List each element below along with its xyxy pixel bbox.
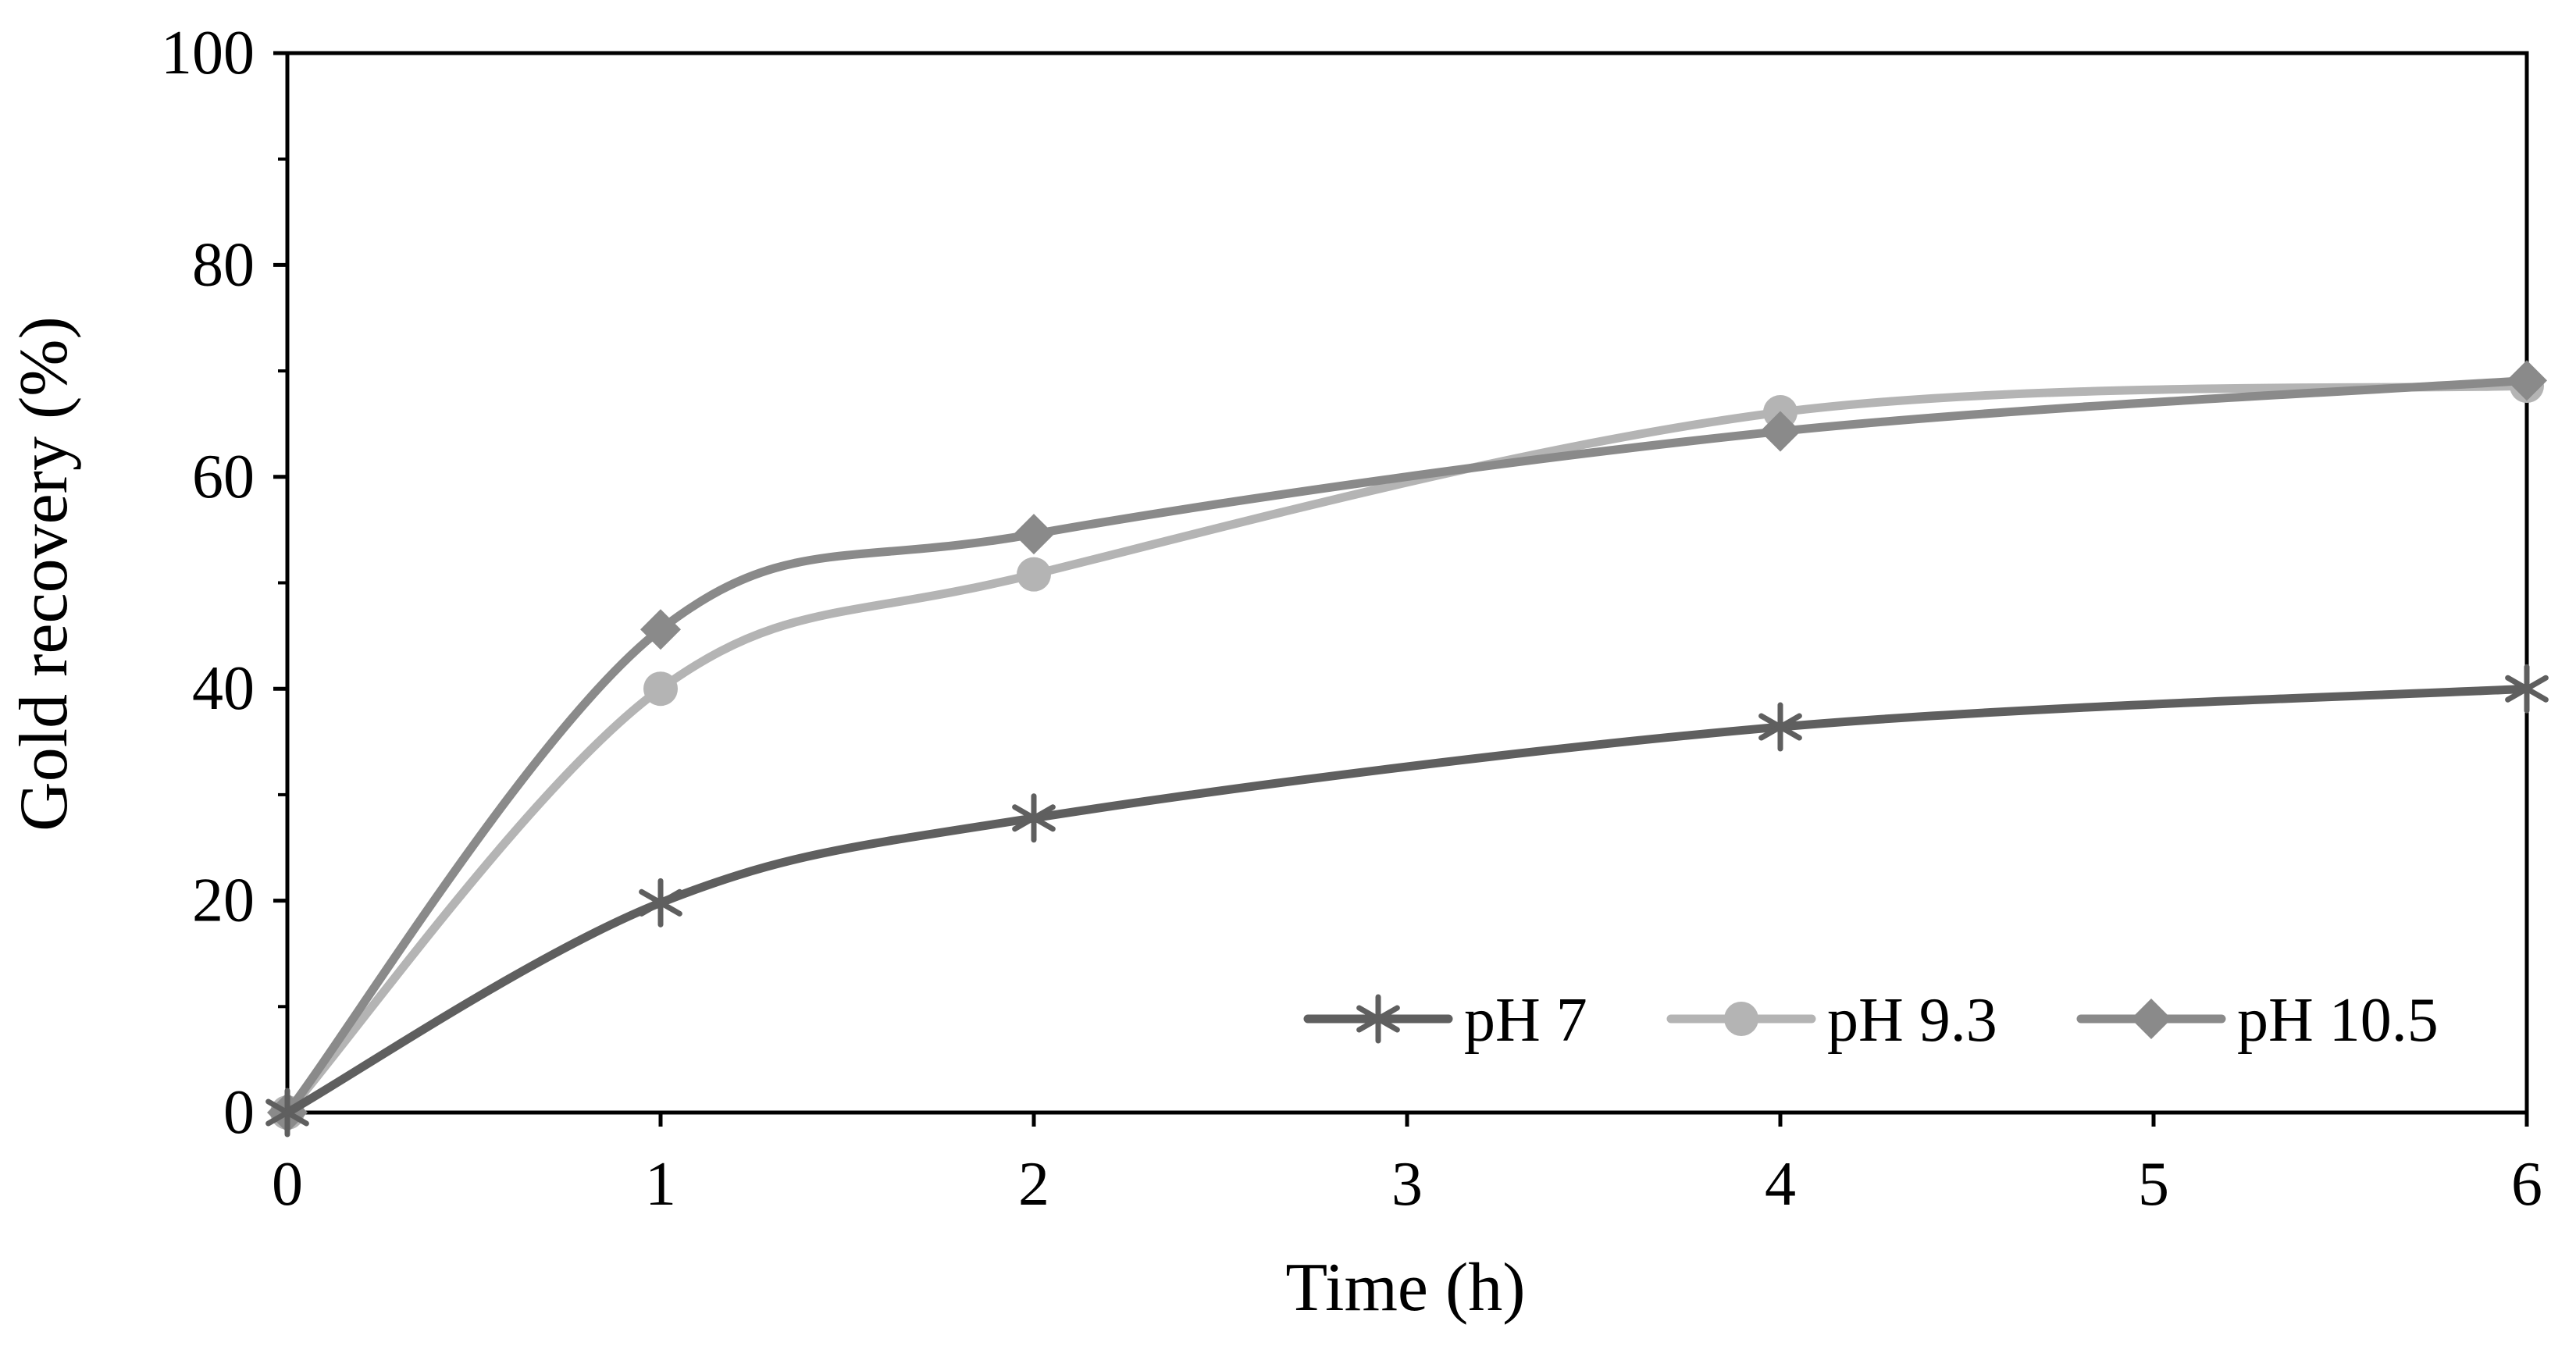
x-axis-title: Time (h) — [1285, 1250, 1525, 1326]
x-tick-label: 3 — [1391, 1150, 1423, 1219]
legend-marker — [1724, 1002, 1758, 1036]
y-tick-label: 60 — [192, 443, 255, 511]
x-tick-label: 1 — [645, 1150, 676, 1219]
x-tick-label: 0 — [272, 1150, 303, 1219]
y-tick-label: 40 — [192, 654, 255, 723]
legend-item: pH 10.5 — [2076, 986, 2439, 1055]
data-point — [2507, 360, 2547, 401]
legend-label: pH 10.5 — [2237, 986, 2439, 1055]
series-line-ph-7 — [283, 684, 2531, 1117]
data-point — [2505, 664, 2549, 714]
data-point — [640, 609, 681, 650]
data-point — [639, 878, 682, 928]
y-axis-title: Gold recovery (%) — [6, 316, 82, 831]
y-tick-label: 100 — [161, 19, 255, 87]
x-tick-label: 6 — [2511, 1150, 2542, 1219]
x-tick-label: 2 — [1018, 1150, 1049, 1219]
data-point — [1014, 514, 1054, 555]
data-point — [643, 671, 678, 707]
legend-label: pH 9.3 — [1827, 986, 1997, 1055]
legend-item: pH 7 — [1303, 986, 1587, 1055]
data-point — [1760, 411, 1801, 452]
legend: pH 7 pH 9.3 pH 10.5 — [1303, 986, 2439, 1055]
axis-ticks: 0 20 40 60 80 100 0 1 2 3 4 5 6 — [161, 19, 2542, 1219]
y-tick-label: 0 — [223, 1078, 255, 1147]
legend-label: pH 7 — [1464, 986, 1587, 1055]
y-tick-label: 20 — [192, 867, 255, 935]
y-tick-label: 80 — [192, 230, 255, 299]
data-point — [1758, 702, 1802, 752]
data-point — [1012, 793, 1056, 843]
data-point — [265, 1088, 309, 1138]
legend-marker — [2131, 999, 2172, 1039]
x-tick-label: 4 — [1765, 1150, 1796, 1219]
series-lines — [265, 360, 2549, 1138]
series-line-ph-9-3 — [283, 381, 2531, 1117]
x-tick-label: 5 — [2138, 1150, 2169, 1219]
data-point — [1017, 557, 1051, 592]
series-line-ph-10-5 — [283, 376, 2531, 1117]
legend-item: pH 9.3 — [1666, 986, 1997, 1055]
legend-marker — [1356, 994, 1400, 1044]
